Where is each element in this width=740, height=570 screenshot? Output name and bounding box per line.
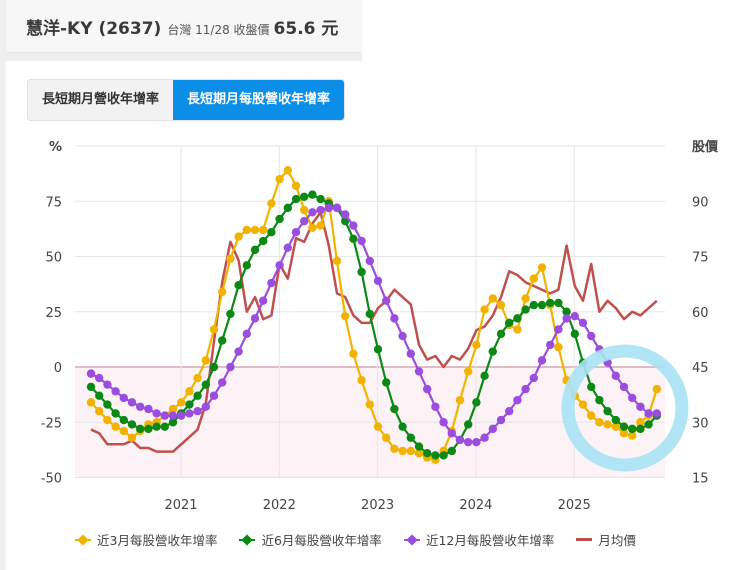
tab-monthly-revenue-growth[interactable]: 長短期月營收年增率 [28,80,174,120]
chart-legend: 近3月每股營收年增率 近6月每股營收年增率 近12月每股營收年增率 月均價 [75,530,636,549]
legend-price-icon [576,538,593,541]
chart-tabs: 長短期月營收年增率 長短期月每股營收年增率 [27,79,346,121]
chart-series [86,166,661,465]
tab-monthly-eps-revenue-growth[interactable]: 長短期月每股營收年增率 [173,80,345,120]
legend-item-3m[interactable]: 近3月每股營收年增率 [75,530,217,549]
legend-label: 近3月每股營收年增率 [97,533,218,548]
stock-header-card: 慧洋-KY (2637) 台灣 11/28 收盤價 65.6 元 [6,0,362,53]
svg-text:60: 60 [692,306,709,321]
revenue-growth-chart: % 股價 75 90 50 75 25 60 0 45 -25 30 -50 15 2021 2022 2023… [41,139,719,513]
svg-text:75: 75 [692,251,709,266]
svg-text:-50: -50 [41,472,62,487]
page-left-strip [0,0,6,570]
svg-text:2022: 2022 [263,498,296,513]
svg-text:股價: 股價 [692,139,719,155]
svg-text:50: 50 [45,251,62,266]
legend-label: 近12月每股營收年增率 [425,533,555,548]
chart-axes: % 股價 75 90 50 75 25 60 0 45 -25 30 -50 15 2021 2022 2023… [41,139,719,513]
svg-text:2025: 2025 [558,498,591,513]
legend-item-12m[interactable]: 近12月每股營收年增率 [403,530,555,549]
svg-text:2023: 2023 [361,498,394,513]
svg-text:45: 45 [692,361,709,376]
svg-text:90: 90 [692,195,709,210]
stock-name: 慧洋-KY (2637) [26,19,162,39]
svg-text:0: 0 [54,361,62,376]
svg-text:75: 75 [45,195,62,210]
legend-label: 月均價 [598,533,636,548]
legend-3m-icon [75,533,91,546]
svg-text:2021: 2021 [164,498,197,513]
svg-text:-25: -25 [41,416,62,431]
legend-12m-icon [403,533,420,546]
legend-item-price[interactable]: 月均價 [576,530,636,549]
svg-text:25: 25 [45,306,62,321]
header-divider [6,53,362,61]
market-date: 台灣 11/28 收盤價 [167,23,270,37]
legend-item-6m[interactable]: 近6月每股營收年增率 [239,530,382,549]
chart-grid [75,145,665,478]
legend-label: 近6月每股營收年增率 [261,533,382,548]
stock-title: 慧洋-KY (2637) 台灣 11/28 收盤價 65.6 元 [26,14,338,39]
svg-text:15: 15 [692,472,709,487]
highlight-circle [561,344,689,472]
svg-text:2024: 2024 [459,498,492,513]
legend-6m-icon [239,533,256,546]
svg-text:%: % [49,140,62,155]
svg-text:30: 30 [692,416,709,431]
close-price: 65.6 元 [273,19,339,39]
